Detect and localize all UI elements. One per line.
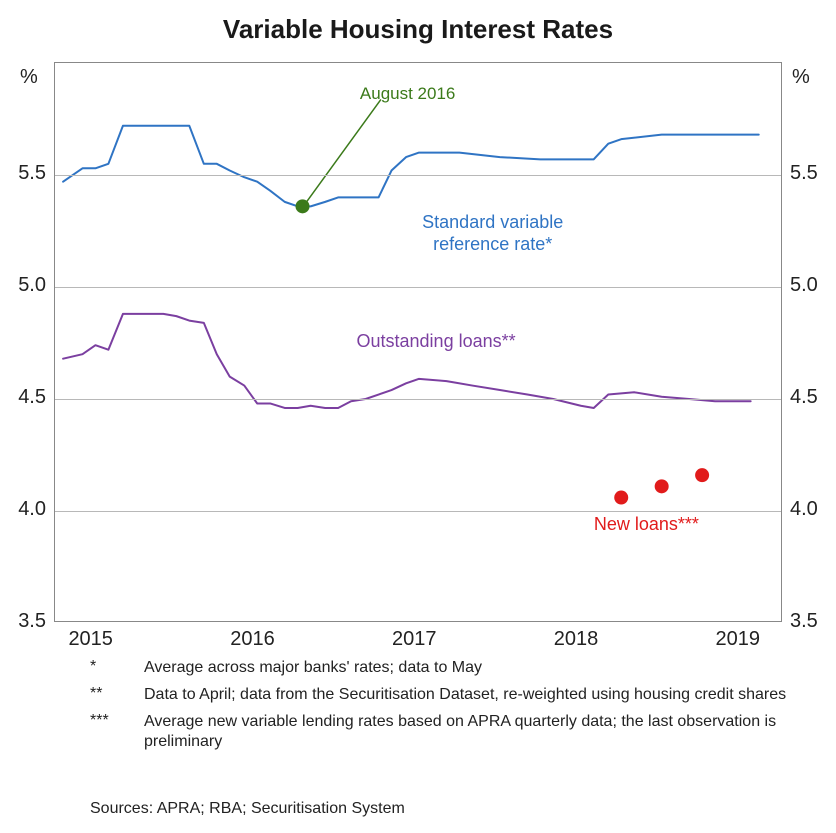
annotation-label: August 2016 [360,84,455,104]
footnote-symbol: ** [90,685,144,706]
y-axis-unit-right: % [792,66,810,89]
x-tick: 2015 [68,628,113,651]
y-tick-left: 4.0 [18,498,46,521]
footnotes: *Average across major banks' rates; data… [90,658,790,759]
y-tick-left: 3.5 [18,610,46,633]
chart-container: Variable Housing Interest Rates % % *Ave… [0,0,836,833]
gridline [55,511,781,512]
footnote-text: Data to April; data from the Securitisat… [144,685,790,706]
y-tick-right: 4.0 [790,498,818,521]
new-loans-marker [655,479,669,493]
y-tick-right: 4.5 [790,386,818,409]
gridline [55,175,781,176]
chart-title: Variable Housing Interest Rates [0,14,836,45]
outstanding-loans-line [63,314,751,408]
x-tick: 2018 [554,628,599,651]
y-tick-left: 5.5 [18,162,46,185]
new-loans-marker [695,468,709,482]
y-tick-left: 4.5 [18,386,46,409]
x-tick: 2017 [392,628,437,651]
footnote-text: Average new variable lending rates based… [144,712,790,754]
footnote-row: *Average across major banks' rates; data… [90,658,790,679]
y-tick-right: 3.5 [790,610,818,633]
footnote-text: Average across major banks' rates; data … [144,658,790,679]
y-tick-right: 5.0 [790,274,818,297]
y-tick-right: 5.5 [790,162,818,185]
footnote-symbol: * [90,658,144,679]
sources: Sources: APRA; RBA; Securitisation Syste… [90,800,405,818]
new-loans-marker [614,491,628,505]
x-tick: 2016 [230,628,275,651]
gridline [55,399,781,400]
y-tick-left: 5.0 [18,274,46,297]
y-axis-unit-left: % [20,66,38,89]
annotation-marker [296,199,310,213]
outstanding-loans-label: Outstanding loans** [336,331,536,353]
standard-variable-reference-rate-line [63,126,759,207]
footnote-symbol: *** [90,712,144,754]
x-tick: 2019 [716,628,761,651]
annotation-leader-line [306,99,381,203]
gridline [55,287,781,288]
standard-variable-reference-rate-label: Standard variablereference rate* [393,212,593,255]
footnote-row: **Data to April; data from the Securitis… [90,685,790,706]
new-loans-label: New loans*** [546,514,746,536]
footnote-row: ***Average new variable lending rates ba… [90,712,790,754]
